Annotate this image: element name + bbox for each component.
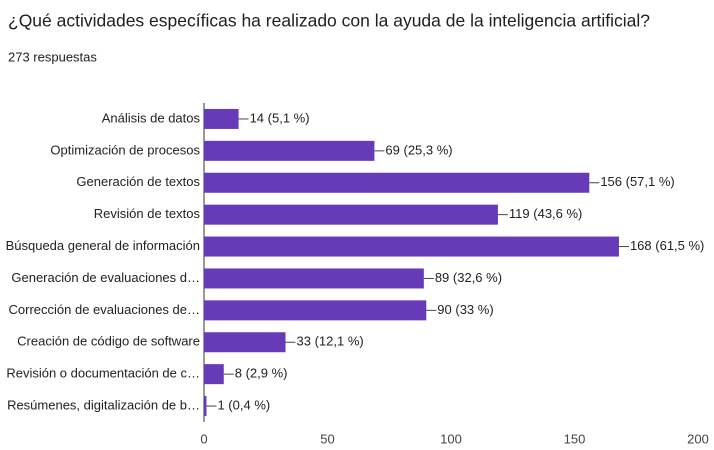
- y-tick-label: Revisión o documentación de c…: [6, 366, 200, 381]
- data-label: 156 (57,1 %): [600, 174, 674, 189]
- x-tick-label: 50: [320, 431, 334, 446]
- bar: [204, 140, 375, 161]
- bar: [204, 172, 590, 193]
- data-label: 1 (0,4 %): [217, 397, 270, 412]
- y-tick-label: Optimización de procesos: [50, 142, 200, 157]
- data-label: 89 (32,6 %): [435, 270, 502, 285]
- data-label: 119 (43,6 %): [509, 206, 582, 221]
- y-tick-label: Creación de código de software: [17, 334, 200, 349]
- y-tick-label: Búsqueda general de información: [6, 238, 200, 253]
- y-tick-label: Revisión de textos: [94, 206, 201, 221]
- chart-title: ¿Qué actividades específicas ha realizad…: [8, 11, 650, 31]
- y-tick-label: Análisis de datos: [102, 110, 201, 125]
- data-label: 8 (2,9 %): [235, 366, 288, 381]
- x-tick-label: 100: [440, 431, 462, 446]
- data-label: 168 (61,5 %): [630, 238, 704, 253]
- y-tick-label: Generación de textos: [76, 174, 200, 189]
- bar: [204, 396, 207, 417]
- data-label: 69 (25,3 %): [385, 142, 452, 157]
- y-tick-label: Generación de evaluaciones d…: [11, 270, 200, 285]
- bar: [204, 108, 239, 129]
- data-label: 14 (5,1 %): [250, 110, 310, 125]
- data-label: 33 (12,1 %): [297, 334, 364, 349]
- bar: [204, 364, 224, 385]
- data-label: 90 (33 %): [437, 302, 493, 317]
- chart-subtitle: 273 respuestas: [8, 49, 97, 64]
- bar: [204, 300, 427, 321]
- bar: [204, 236, 619, 257]
- bar: [204, 268, 424, 289]
- x-tick-label: 150: [564, 431, 586, 446]
- y-tick-label: Corrección de evaluaciones de…: [9, 302, 201, 317]
- bar: [204, 332, 286, 353]
- x-tick-label: 200: [687, 431, 709, 446]
- x-tick-label: 0: [200, 431, 207, 446]
- y-tick-label: Resúmenes, digitalización de b…: [7, 397, 200, 412]
- bar: [204, 204, 498, 225]
